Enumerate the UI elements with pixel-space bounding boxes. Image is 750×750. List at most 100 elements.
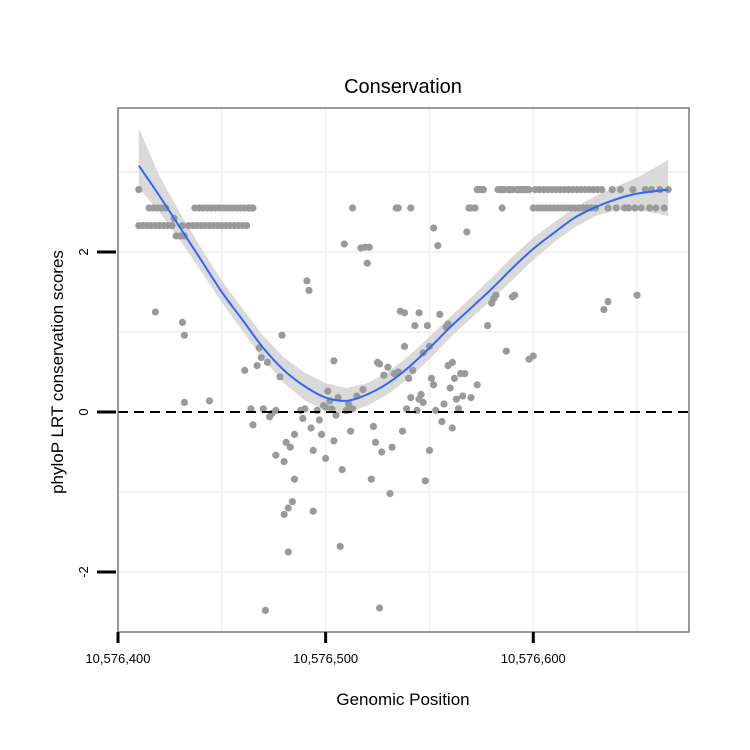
grid-lines (117, 108, 689, 632)
data-point (376, 604, 384, 612)
data-point (349, 204, 357, 212)
data-point (409, 366, 417, 374)
data-point (417, 390, 425, 398)
data-point (645, 204, 654, 212)
data-point (400, 309, 409, 317)
data-point (205, 397, 213, 405)
data-point (492, 291, 500, 299)
data-point (303, 277, 311, 285)
data-point (403, 405, 411, 413)
data-point (336, 542, 344, 551)
data-point (604, 204, 612, 212)
data-point (436, 310, 444, 318)
data-point (369, 422, 377, 430)
data-point (376, 360, 384, 368)
data-point (454, 405, 463, 413)
data-point (448, 358, 456, 366)
data-point (502, 347, 510, 355)
data-point (637, 204, 645, 212)
data-point (272, 406, 280, 414)
data-point (282, 438, 290, 446)
data-point (330, 437, 338, 445)
data-point (388, 443, 396, 451)
data-point (332, 411, 340, 419)
data-point (257, 354, 265, 362)
data-point (529, 352, 537, 360)
data-point (272, 451, 280, 459)
data-point (280, 458, 288, 466)
x-tick-label: 10,576,500 (293, 651, 358, 666)
data-point (452, 395, 460, 403)
data-point (307, 424, 315, 432)
data-point (411, 322, 419, 330)
y-axis: -2 0 2 (76, 248, 116, 578)
data-point (471, 204, 479, 212)
data-point (444, 320, 452, 328)
data-point (249, 204, 257, 212)
data-point (473, 381, 481, 389)
data-point (415, 309, 423, 317)
data-point (349, 405, 357, 413)
data-point (525, 186, 533, 194)
x-tick-label: 10,576,600 (501, 651, 566, 666)
data-point (664, 186, 672, 194)
data-point (178, 318, 186, 326)
data-point (365, 243, 373, 251)
data-point (633, 291, 641, 299)
data-point (259, 405, 267, 413)
data-point (386, 490, 394, 498)
data-point (430, 381, 438, 389)
data-point (604, 298, 612, 306)
data-point (347, 427, 355, 435)
data-point (407, 394, 415, 402)
data-point (359, 386, 367, 394)
data-point (261, 606, 269, 615)
data-point (616, 186, 625, 194)
data-point (284, 504, 292, 512)
data-point (398, 427, 407, 435)
data-point (299, 414, 307, 422)
data-point (461, 370, 469, 378)
data-point (253, 362, 261, 370)
data-point (288, 498, 296, 506)
x-axis: 10,576,400 10,576,500 10,576,600 (85, 632, 566, 666)
data-point (427, 374, 436, 382)
data-point (249, 421, 257, 429)
data-point (301, 405, 309, 413)
data-point (652, 204, 660, 212)
data-point (598, 186, 606, 194)
data-point (168, 222, 176, 230)
data-point (625, 204, 633, 212)
data-point (438, 418, 446, 426)
data-point (419, 398, 427, 406)
data-point (290, 430, 299, 438)
data-point (608, 186, 616, 194)
x-axis-title: Genomic Position (336, 690, 469, 709)
data-point (322, 403, 330, 411)
data-point (380, 371, 388, 379)
smooth-trend-line (137, 165, 669, 402)
data-point (434, 242, 442, 250)
data-point (450, 374, 458, 382)
data-point (309, 507, 317, 515)
data-point (629, 186, 637, 194)
data-point (284, 548, 292, 556)
data-point (425, 446, 434, 454)
data-point (243, 222, 251, 230)
data-point (384, 363, 392, 371)
data-point (317, 430, 326, 438)
data-point (247, 405, 255, 413)
y-tick-label: -2 (76, 566, 91, 578)
data-point (338, 466, 346, 474)
y-tick-label: 2 (76, 248, 91, 255)
data-point (280, 510, 288, 518)
data-point (371, 438, 380, 446)
data-point (378, 448, 386, 456)
data-point (407, 204, 415, 212)
data-point (135, 186, 143, 194)
data-point (463, 228, 471, 236)
y-tick-label: 0 (76, 408, 91, 415)
data-point (276, 373, 284, 381)
data-point (425, 342, 434, 350)
